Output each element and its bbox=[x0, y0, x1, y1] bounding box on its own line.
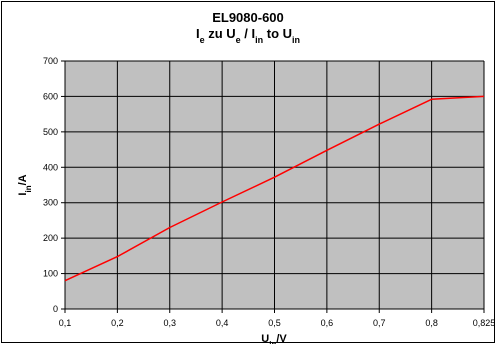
x-tick-label: 0,2 bbox=[111, 318, 124, 328]
chart-subtitle-part: e bbox=[200, 35, 205, 45]
y-tick-label: 200 bbox=[43, 233, 58, 243]
chart-subtitle-part: in bbox=[255, 35, 263, 45]
y-axis-label-part: /A bbox=[17, 174, 29, 185]
series-layer bbox=[64, 95, 485, 282]
x-axis-label-part: U bbox=[261, 333, 269, 344]
x-tick-label: 0,7 bbox=[373, 318, 386, 328]
chart-subtitle-part: / I bbox=[241, 26, 255, 41]
chart-subtitle-part: I bbox=[196, 26, 200, 41]
y-tick-label: 100 bbox=[43, 269, 58, 279]
chart-subtitle-part: to U bbox=[263, 26, 292, 41]
x-axis-ticks: 0,1 0,2 0,3 0,4 0,5 0,6 0,7 0,8 0,825 bbox=[59, 309, 496, 328]
chart-subtitle-part: in bbox=[292, 35, 300, 45]
series-line bbox=[64, 95, 485, 282]
y-axis-label: Iin/A bbox=[17, 174, 33, 195]
x-tick-label: 0,1 bbox=[59, 318, 72, 328]
y-tick-label: 600 bbox=[43, 91, 58, 101]
x-tick-label: 0,5 bbox=[268, 318, 281, 328]
y-tick-label: 500 bbox=[43, 127, 58, 137]
y-tick-label: 400 bbox=[43, 162, 58, 172]
chart-subtitle: Ie zu Ue / Iin to Uin bbox=[196, 26, 300, 45]
x-tick-label: 0,8 bbox=[425, 318, 438, 328]
chart-subtitle-part: e bbox=[236, 35, 241, 45]
x-axis-label: Uin/V bbox=[261, 333, 287, 344]
x-tick-label: 0,4 bbox=[216, 318, 229, 328]
y-axis-ticks: 0 100 200 300 400 500 600 700 bbox=[43, 56, 65, 314]
y-axis-label-part: in bbox=[24, 185, 33, 192]
x-axis-label-part: in bbox=[269, 340, 276, 344]
x-tick-label: 0,6 bbox=[321, 318, 334, 328]
y-axis-label-part: I bbox=[17, 193, 29, 196]
x-tick-label: 0,825 bbox=[473, 318, 496, 328]
x-axis-label-part: /V bbox=[276, 333, 287, 344]
chart-subtitle-part: zu U bbox=[205, 26, 236, 41]
y-tick-label: 0 bbox=[53, 304, 58, 314]
y-tick-label: 300 bbox=[43, 198, 58, 208]
x-tick-label: 0,3 bbox=[163, 318, 176, 328]
chart-title: EL9080-600 bbox=[212, 10, 284, 25]
y-tick-label: 700 bbox=[43, 56, 58, 66]
